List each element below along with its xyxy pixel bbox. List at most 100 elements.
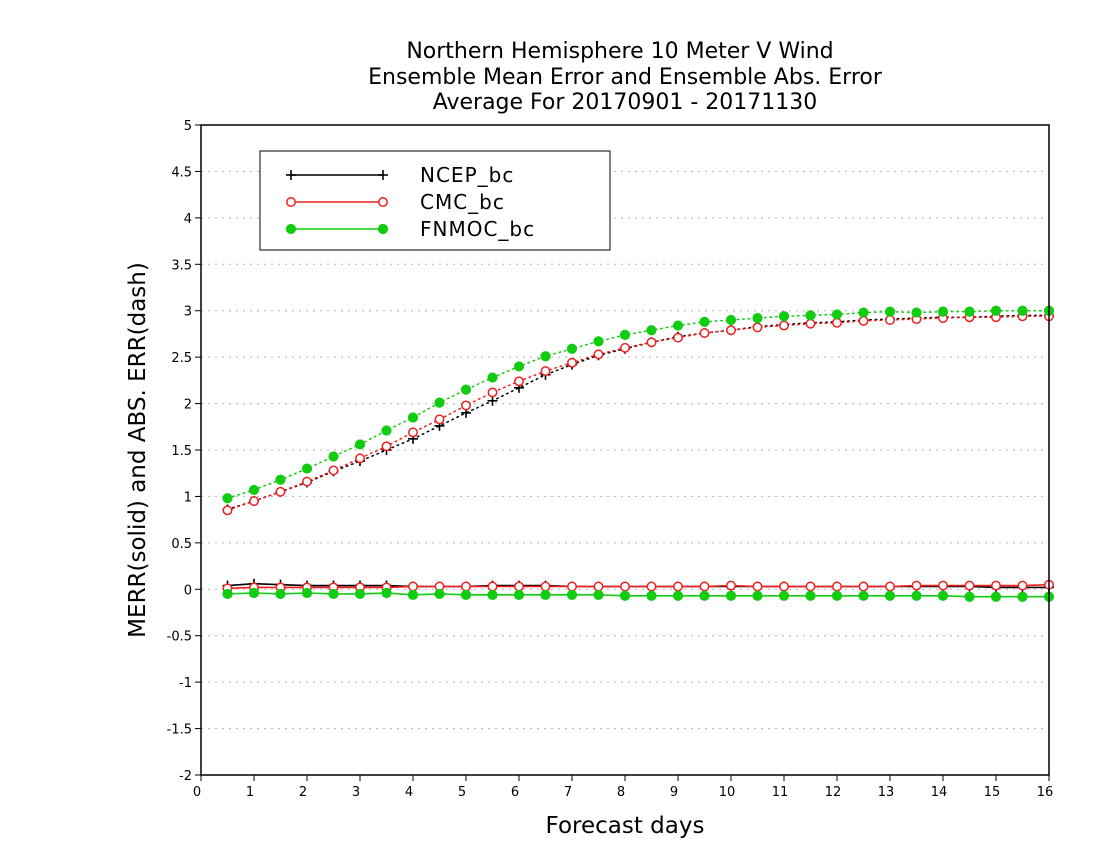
abs-err-point [726,325,736,336]
abs-err-point [1017,305,1028,316]
merr-point [487,581,498,592]
abs-err-point [248,484,260,496]
merr-point [461,581,471,592]
abs-err-point [461,400,471,411]
merr-point [699,590,710,601]
merr-point [673,581,683,592]
merr-point [831,590,843,601]
legend: NCEP_bc CMC_bc FNMOC_bc [259,150,611,251]
x-tick-label: 5 [458,785,466,800]
abs-err-point [884,306,896,317]
merr-point [964,580,975,591]
abs-err-point [408,427,418,438]
title-line-2: Ensemble Mean Error and Ensemble Abs. Er… [368,65,883,90]
abs-err-line-ncep-bc [226,314,1050,511]
abs-err-point [858,315,869,326]
merr-point [328,588,339,600]
abs-err-point [911,307,922,318]
x-tick-label: 14 [931,785,948,800]
merr-point [832,581,842,592]
merr-line-fnmoc-bc [227,592,1049,598]
y-tick-label: 4 [184,212,192,227]
merr-point [726,580,736,591]
legend-box [259,150,611,251]
abs-err-point [858,307,869,318]
merr-point [620,581,630,592]
merr-point [938,580,948,591]
y-tick-label: -1 [179,676,192,691]
merr-point [381,587,392,599]
data-series [222,305,1055,602]
abs-err-point [222,493,233,504]
abs-err-point [434,414,445,425]
abs-err-point [805,310,816,321]
legend-label: FNMOC_bc [420,217,535,241]
x-tick-label: 7 [564,785,572,800]
merr-point [725,590,737,601]
legend-entry-fnmoc-bc: FNMOC_bc [285,217,535,241]
title-line-1: Northern Hemisphere 10 Meter V Wind [406,39,833,64]
merr-point [911,580,922,591]
merr-point [593,581,604,592]
x-tick-label: 13 [878,785,895,800]
legend-marker [286,197,296,207]
merr-point [514,581,524,592]
abs-err-point [302,476,312,487]
abs-err-point [434,397,445,408]
abs-err-point [752,322,763,333]
merr-point [858,590,869,601]
x-tick-label: 2 [299,785,307,800]
merr-point [434,588,445,600]
abs-err-point [832,317,842,328]
merr-point [408,581,418,592]
abs-err-point [275,486,286,497]
merr-point [567,581,577,592]
y-tick-label: 5 [184,119,192,134]
merr-point [354,588,366,600]
merr-point [937,590,949,601]
abs-err-line-fnmoc-bc [226,309,1050,500]
abs-err-point [805,318,816,329]
abs-err-point [778,311,790,322]
abs-err-point [990,305,1002,316]
abs-err-point [513,361,525,372]
merr-point [752,581,763,592]
merr-point [407,589,419,600]
abs-err-point [354,439,366,450]
abs-err-point [725,314,737,326]
x-tick-label: 6 [511,785,519,800]
abs-err-point [646,337,657,348]
abs-err-point [673,332,683,343]
merr-point [778,590,790,601]
merr-point [301,587,313,599]
merr-point [1017,591,1028,602]
merr-point [858,581,869,592]
title-line-3: Average For 20170901 - 20171130 [433,90,818,115]
x-axis-label: Forecast days [546,813,705,839]
legend-label: CMC_bc [420,190,505,214]
merr-point [540,581,551,592]
merr-point [990,591,1002,602]
abs-err-point [275,474,286,485]
abs-err-point [593,336,604,347]
abs-err-point [699,316,710,327]
abs-err-point [460,384,472,395]
x-tick-label: 11 [772,785,789,800]
abs-err-point [646,325,657,336]
y-tick-label: 2.5 [171,351,192,366]
abs-err-point [487,395,498,406]
series-cmc-bc [222,311,1054,594]
legend-marker [378,170,388,180]
merr-point [248,587,260,599]
abs-err-point [540,366,551,377]
abs-err-point [964,306,975,317]
x-tick-label: 15 [984,785,1001,800]
merr-point [752,590,763,601]
abs-err-line-cmc-bc [226,315,1050,512]
abs-err-point [937,306,949,317]
x-tick-label: 9 [670,785,678,800]
y-tick-label: 1.5 [171,444,192,459]
legend-marker [286,170,296,180]
merr-point [275,588,286,600]
merr-point [885,581,895,592]
